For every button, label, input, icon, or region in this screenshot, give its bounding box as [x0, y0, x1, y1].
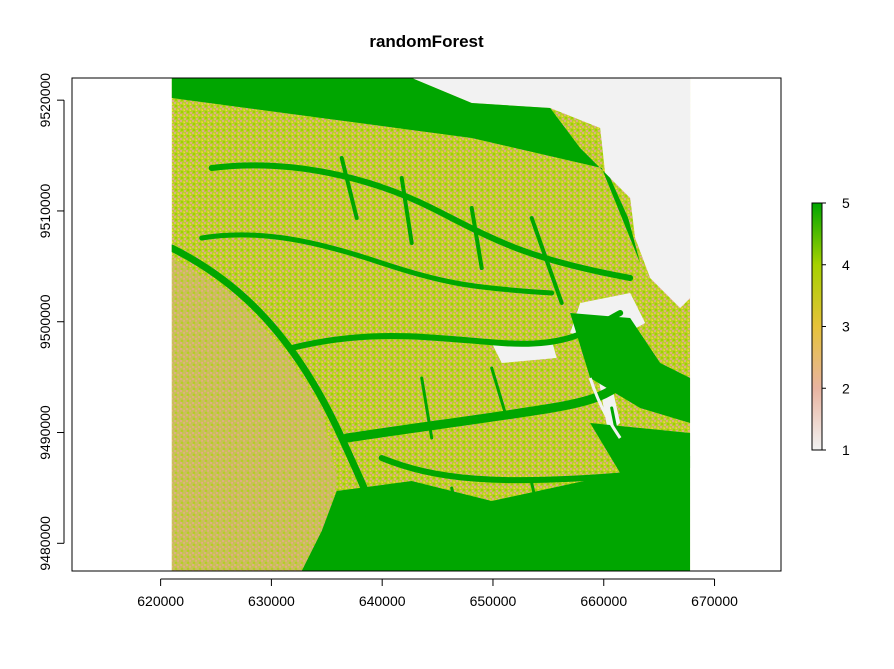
- legend-tick-label: 3: [842, 319, 850, 335]
- legend-colorbar: [811, 202, 823, 451]
- raster-layer: [171, 78, 691, 571]
- raster-patch-class-5: [590, 423, 691, 473]
- y-axis: 9480000 9490000 9500000 9510000 9520000: [37, 73, 65, 571]
- x-axis: 620000 630000 640000 650000 660000 670000: [137, 578, 738, 609]
- x-tick-label: 660000: [580, 593, 627, 609]
- raster-network-class-5: [171, 244, 373, 555]
- y-tick-label: 9520000: [37, 73, 53, 128]
- legend-tick-label: 5: [842, 195, 850, 211]
- x-tick-label: 630000: [248, 593, 295, 609]
- raster-channel-class-1: [588, 377, 622, 439]
- raster-network-class-5: [420, 376, 434, 440]
- x-tick-label: 620000: [137, 593, 184, 609]
- raster-network-class-5: [530, 481, 544, 530]
- raster-network-class-5: [399, 176, 414, 245]
- legend-tick-label: 1: [842, 442, 850, 458]
- raster-zone-class-2: [171, 258, 337, 571]
- y-tick-label: 9510000: [37, 183, 53, 238]
- raster-patch-class-5: [171, 78, 641, 263]
- x-tick-label: 640000: [359, 593, 406, 609]
- y-tick-label: 9490000: [37, 405, 53, 460]
- legend-tick-label: 2: [842, 380, 850, 396]
- raster-network-class-5: [342, 373, 635, 443]
- raster-network-class-5: [288, 310, 624, 351]
- raster-network-class-5: [490, 366, 509, 420]
- raster-network-class-5: [199, 232, 555, 296]
- raster-zone-class-1: [411, 78, 691, 308]
- color-legend: 1 2 3 4 5: [811, 195, 850, 458]
- legend-tick-label: 4: [842, 257, 850, 273]
- chart-title: randomForest: [369, 32, 484, 51]
- raster-patch-class-5: [301, 456, 691, 571]
- plot-frame: [71, 77, 782, 572]
- raster-network-class-5: [339, 156, 359, 220]
- raster-network-class-5: [469, 206, 484, 270]
- raster-network-class-5: [378, 455, 654, 484]
- y-tick-label: 9500000: [37, 294, 53, 349]
- x-tick-label: 650000: [470, 593, 517, 609]
- raster-network-class-5: [529, 216, 564, 305]
- raster-patch-class-5: [570, 313, 691, 423]
- y-tick-label: 9480000: [37, 516, 53, 571]
- raster-network-class-5: [450, 486, 464, 535]
- x-tick-label: 670000: [691, 593, 738, 609]
